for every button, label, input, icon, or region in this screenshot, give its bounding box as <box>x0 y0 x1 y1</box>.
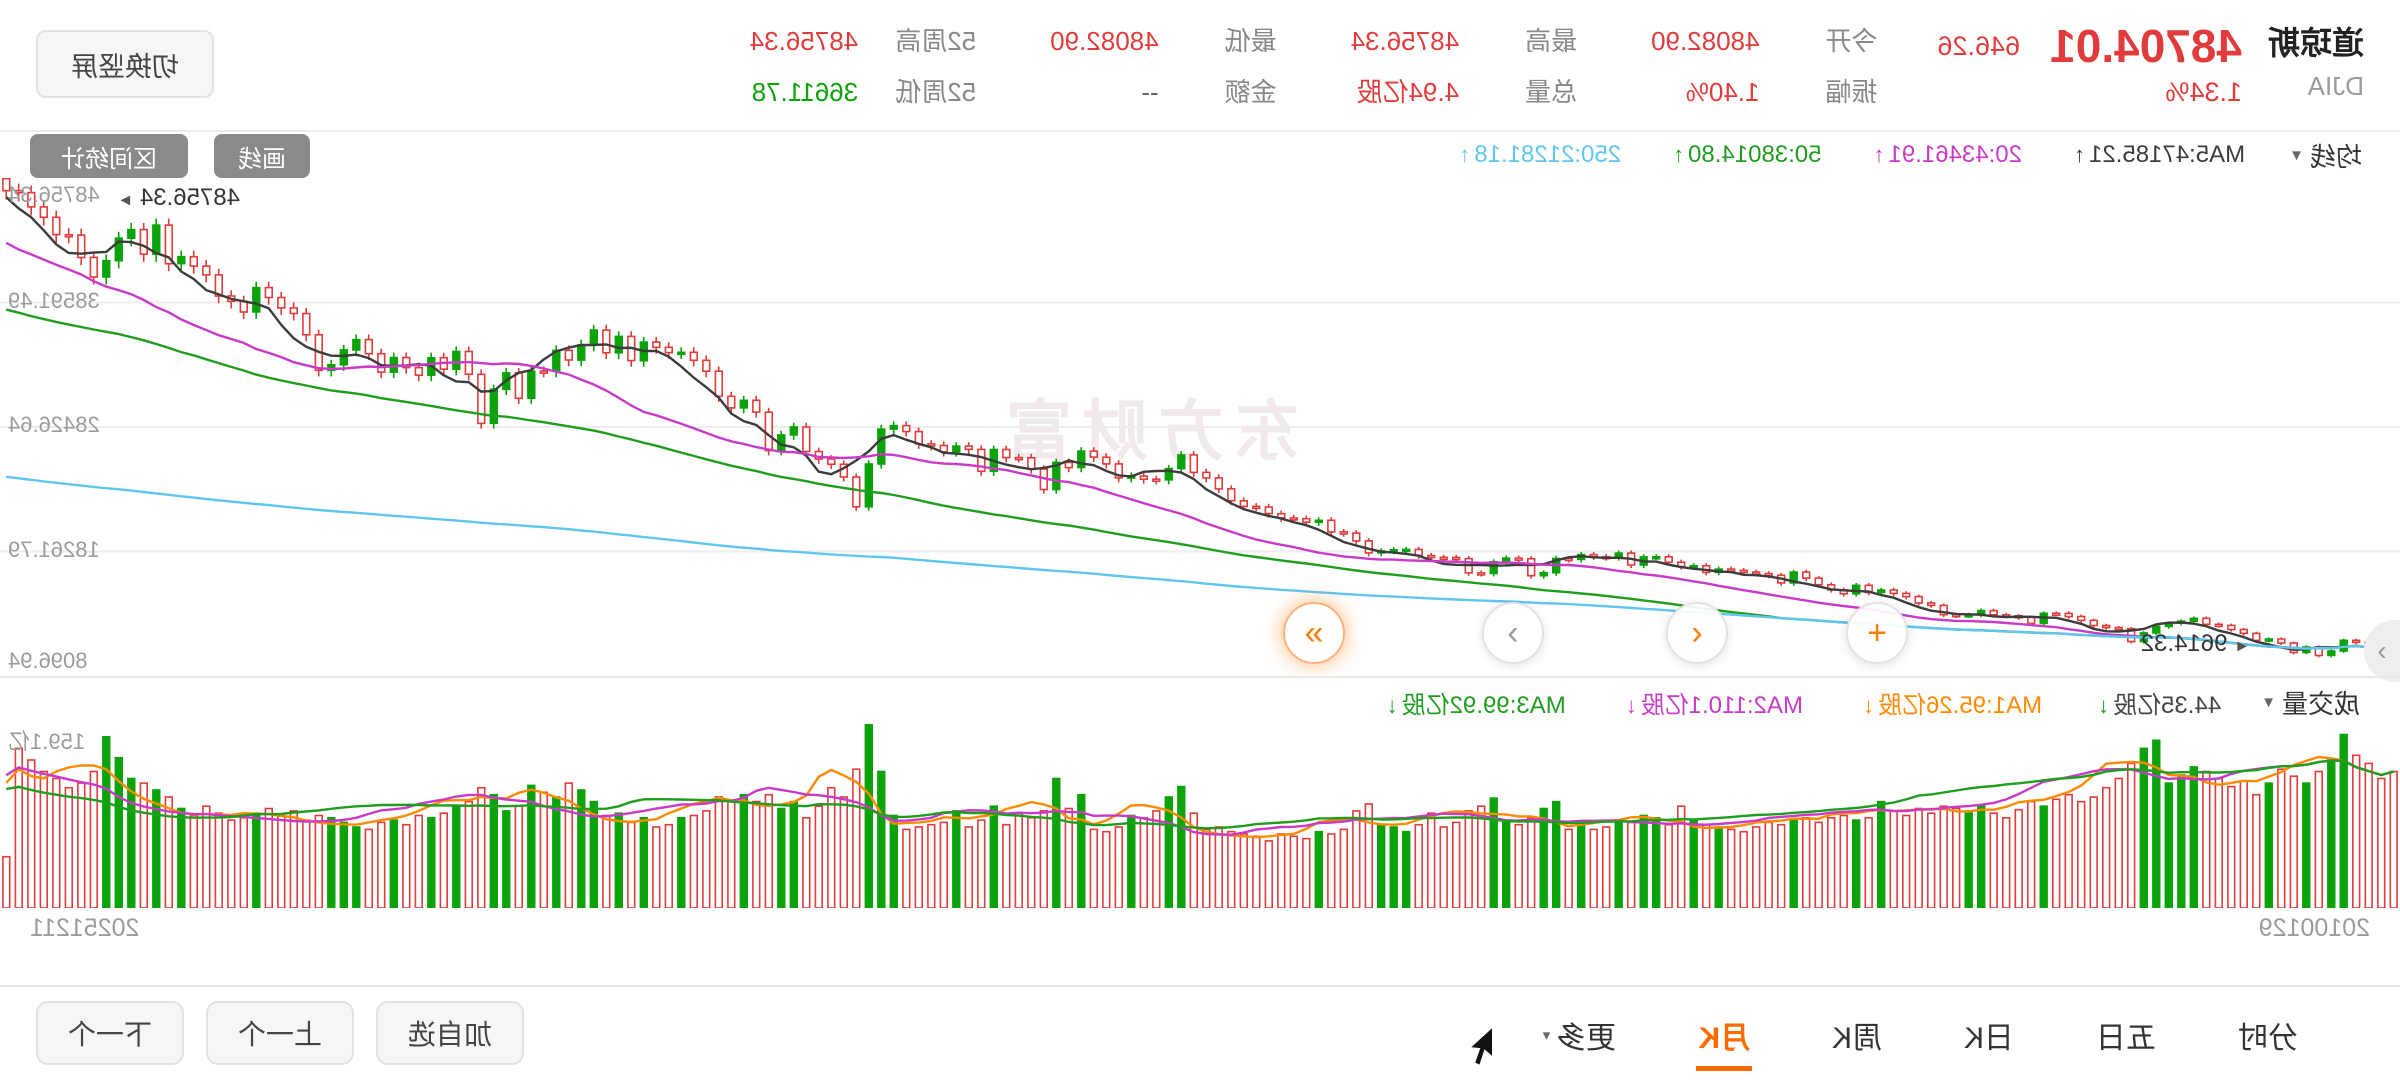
stat-value: 48082.90 <box>1050 26 1159 56</box>
stat-label: 最低 <box>1224 26 1277 56</box>
switch-portrait-button[interactable]: 切换竖屏 <box>36 30 214 98</box>
stat-value: -- <box>1141 77 1159 107</box>
volume-ma-values: MA1:95.26亿股↓ MA2:110.1亿股↓ MA3:99.92亿股↓ <box>1387 685 2042 720</box>
previous-stock-button[interactable]: 上一个 <box>206 1001 355 1065</box>
ma-selector-label: 均线 <box>2309 141 2362 172</box>
price-axis-label: 28426.64 <box>8 412 100 437</box>
quote-block: 道琼斯 DJIA 48704.01 1.34% 646.26 <box>1937 19 2364 108</box>
volume-ma3: MA3:99.92亿股↓ <box>1386 691 1566 719</box>
volume-header: 成交量 ▼ 44.35亿股↓ MA1:95.26亿股↓ MA2:110.1亿股↓… <box>0 676 2400 726</box>
volume-selector[interactable]: 成交量 ▼ <box>2261 684 2360 721</box>
change-percent: 1.34% <box>2165 76 2242 107</box>
candlestick-pane[interactable]: 东方财富 48756.34 38591.49 28426.64 18261.79… <box>0 178 2400 682</box>
volume-ma2: MA2:110.1亿股↓ <box>1625 691 1803 719</box>
stat-label: 52周高 <box>895 26 977 56</box>
volume-axis-label: 159.1亿 <box>8 729 86 754</box>
next-stock-button[interactable]: 下一个 <box>36 1001 185 1065</box>
stat-group-low-amount: 最低 48082.90 金额 -- <box>1050 21 1276 109</box>
volume-ma1: MA1:95.26亿股↓ <box>1862 691 2043 719</box>
top-quote-bar: 道琼斯 DJIA 48704.01 1.34% 646.26 今开 48082.9… <box>0 0 2400 132</box>
chevron-down-icon: ▾ <box>1542 1026 1551 1044</box>
low-price-marker: ◄ 9614.32 <box>2140 630 2250 657</box>
high-price-marker: 48756.34 ► <box>117 184 240 211</box>
price-axis-label: 38591.49 <box>8 288 100 313</box>
chevron-down-icon: ▼ <box>2289 146 2304 164</box>
date-axis: 20100129 20251211 <box>0 908 2400 952</box>
tab-daily-k[interactable]: 日K <box>1963 1021 2014 1055</box>
price-axis-label: 8096.94 <box>8 648 88 673</box>
stock-code: DJIA <box>2307 70 2364 101</box>
pan-left-button[interactable]: ‹ <box>1666 602 1728 664</box>
down-arrow-icon: ↓ <box>1862 692 1874 718</box>
tab-weekly-k[interactable]: 周K <box>1831 1021 1882 1055</box>
period-tabs: 分时 五日 日K 周K 月K 更多 ▾ <box>1541 998 2300 1071</box>
bottom-bar: 分时 五日 日K 周K 月K 更多 ▾ 加自选 上一个 下一个 <box>0 985 2400 1080</box>
tab-minute[interactable]: 分时 <box>2238 1021 2298 1055</box>
jump-latest-button[interactable]: » <box>1283 602 1345 664</box>
end-date-label: 20251211 <box>30 914 140 942</box>
volume-svg[interactable] <box>0 724 2400 908</box>
price-axis-label: 48756.34 <box>8 182 100 207</box>
zoom-in-button[interactable]: + <box>1846 602 1908 664</box>
down-arrow-icon: ↓ <box>1386 692 1398 718</box>
ma-values: MA5:47185.21↑ 20:43461.91↑ 50:38014.80↑ … <box>1459 141 2245 169</box>
stat-value: 48082.90 <box>1651 26 1760 56</box>
kline-header: 均线 ▼ MA5:47185.21↑ 20:43461.91↑ 50:38014… <box>0 132 2400 178</box>
start-date-label: 20100129 <box>2258 914 2370 942</box>
stat-label: 振幅 <box>1825 77 1878 107</box>
change-value: 646.26 <box>1937 30 2021 61</box>
volume-pane[interactable]: 159.1亿 <box>0 724 2400 908</box>
candle-svg[interactable] <box>0 178 2400 676</box>
up-arrow-icon: ↑ <box>2074 142 2085 167</box>
last-price: 48704.01 <box>2050 19 2242 72</box>
mouse-cursor <box>1466 1024 1494 1068</box>
up-arrow-icon: ↑ <box>1873 142 1885 167</box>
right-arrow-icon: ► <box>117 192 134 209</box>
tab-5day[interactable]: 五日 <box>2096 1021 2156 1055</box>
stock-name: 道琼斯 <box>2267 24 2364 61</box>
tab-monthly-k[interactable]: 月K <box>1696 998 1752 1071</box>
stat-label: 52周低 <box>895 77 977 107</box>
chevron-down-icon: ▼ <box>2261 693 2276 711</box>
stat-group-high-volume: 最高 48756.34 总量 4.94亿股 <box>1351 21 1577 109</box>
draw-line-button[interactable]: 画线 <box>214 134 310 178</box>
add-watchlist-button[interactable]: 加自选 <box>376 1001 525 1065</box>
stat-group-52week: 52周高 48756.34 52周低 36611.78 <box>750 21 976 109</box>
stat-value: 48756.34 <box>749 26 859 56</box>
ma-selector[interactable]: 均线 ▼ <box>2289 137 2362 174</box>
pan-right-button[interactable]: › <box>1482 602 1544 664</box>
stat-label: 今开 <box>1825 26 1878 56</box>
ma5-value: MA5:47185.21↑ <box>2074 141 2246 168</box>
tab-more[interactable]: 更多 ▾ <box>1542 1021 1617 1055</box>
stat-label: 总量 <box>1525 77 1578 107</box>
range-statistics-button[interactable]: 区间统计 <box>30 134 188 178</box>
left-arrow-icon: ◄ <box>2234 638 2250 655</box>
ma50-value: 50:38014.80↑ <box>1673 141 1822 168</box>
ma250-value: 250:21281.18↑ <box>1459 141 1622 168</box>
current-volume: 44.35亿股↓ <box>2098 691 2222 719</box>
stat-group-open-amplitude: 今开 48082.90 振幅 1.40% <box>1651 21 1877 109</box>
up-arrow-icon: ↑ <box>1673 142 1685 167</box>
price-axis-label: 18261.79 <box>8 537 100 562</box>
ma20-value: 20:43461.91↑ <box>1873 141 2022 168</box>
stat-label: 最高 <box>1525 26 1578 56</box>
stat-label: 金额 <box>1224 77 1277 107</box>
stat-value: 1.40% <box>1685 77 1760 107</box>
stat-value: 48756.34 <box>1350 26 1460 56</box>
down-arrow-icon: ↓ <box>1625 692 1637 718</box>
down-arrow-icon: ↓ <box>2098 692 2110 718</box>
up-arrow-icon: ↑ <box>1459 142 1471 167</box>
stat-value: 4.94亿股 <box>1356 77 1460 107</box>
volume-selector-label: 成交量 <box>2281 688 2360 719</box>
quote-stats: 今开 48082.90 振幅 1.40% 最高 48756.34 总量 4.94亿股 最… <box>750 21 1878 109</box>
stat-value: 36611.78 <box>751 77 859 107</box>
stock-nav-buttons: 加自选 上一个 下一个 <box>36 1001 525 1065</box>
